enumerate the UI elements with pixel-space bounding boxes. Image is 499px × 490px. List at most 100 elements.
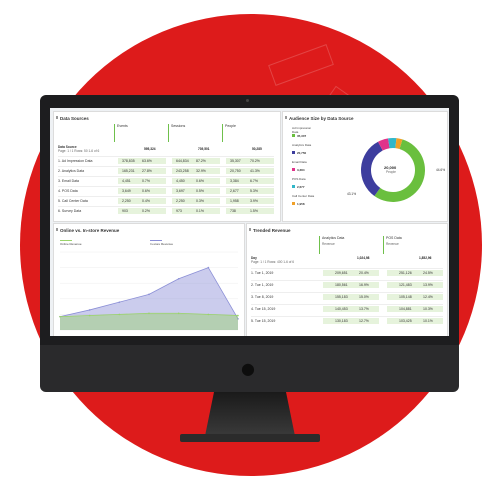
donut-slice[interactable] [378,138,390,151]
table-row[interactable]: 3. Email Data 4,451 0.7% 4,450 0.6% 3,384 6.7% [58,176,274,185]
page-info: Page: 1 / 1 Rows: 50 1-6 of 6 [58,149,100,153]
analytics-value: 140,453 [335,307,348,311]
online-vs-instore-panel: Online vs. In-store Revenue Online Reven… [53,223,245,336]
events-value: 165,231 [122,169,135,173]
events-value: 378,835 [122,159,135,163]
data-point[interactable] [177,277,180,280]
legend-value: 35,307 [297,133,307,138]
panel-menu-icon[interactable] [56,116,58,119]
events-pct: 0.6% [142,189,150,193]
total-people: 50,285 [252,147,262,151]
bar-background [226,188,274,194]
pos-pct: 10.3% [423,307,433,311]
table-row[interactable]: 4. Tue 15, 2019 140,453 13.7% 104,881 10.3% [251,304,443,313]
data-point[interactable] [207,266,210,269]
bar-background [387,306,443,312]
donut-slice[interactable] [374,139,425,202]
donut-slice[interactable] [361,141,383,197]
row-label: 5. Tue 15, 2019 [251,319,276,323]
table-row[interactable]: 5. Tue 15, 2019 130,183 12.7% 103,425 10.1% [251,316,443,325]
table-row[interactable]: 2. Analytics Data 165,231 27.8% 243,258 32.9… [58,166,274,175]
legend-instore: In-store Revenue [150,242,174,246]
total-analytics: 1,024,98 [357,256,370,260]
data-point[interactable] [59,315,61,318]
people-value: 738 [230,209,236,213]
bar-background [226,198,274,204]
donut-slice[interactable] [395,138,403,149]
bar-background [323,294,379,300]
pos-value: 103,425 [399,319,412,323]
monitor-chin: ● [40,345,459,392]
people-pct: 70.2% [250,159,260,163]
column-header-sessions[interactable]: Sessions [168,124,185,142]
panel-menu-icon[interactable] [56,228,58,231]
column-header-analytics[interactable]: Analytics Data [319,236,344,254]
legend-online: Online Revenue [60,242,82,246]
data-point[interactable] [237,318,239,320]
data-point[interactable] [177,312,180,315]
sessions-pct: 0.6% [196,179,204,183]
pos-pct: 12.4% [423,295,433,299]
sessions-value: 243,258 [176,169,189,173]
donut-center-label: People [386,170,396,174]
people-pct: 1.5% [250,209,258,213]
monitor-base [180,434,320,442]
dimension-label: Day [251,256,257,260]
table-row[interactable]: 1. Tue 1, 2019 209,651 20.4% 251,126 24.5% [251,268,443,277]
analytics-value: 130,183 [335,319,348,323]
data-point[interactable] [118,313,121,316]
legend-value: 1,958 [297,201,305,206]
bar-background [118,158,166,164]
table-row[interactable]: 4. POS Data 3,649 0.6% 3,697 0.5% 2,677 5.3% [58,186,274,195]
table-row[interactable]: 3. Tue 8, 2019 155,183 15.0% 105,148 12.4% [251,292,443,301]
data-point[interactable] [118,301,121,303]
table-row[interactable]: 2. Tue 1, 2019 180,561 16.9% 121,483 13.9% [251,280,443,289]
data-point[interactable] [88,309,91,311]
trended-revenue-panel: Trended Revenue Analytics Data Revenue P… [246,223,448,336]
sessions-value: 644,834 [176,159,189,163]
panel-menu-icon[interactable] [285,116,287,119]
bar-background [323,270,379,276]
panel-menu-icon[interactable] [249,228,251,231]
legend-value: 20,750 [297,150,307,155]
people-pct: 3.9% [250,199,258,203]
events-value: 4,451 [122,179,131,183]
donut-slice[interactable] [388,138,397,149]
slice-label-green: 44.6% [436,168,446,172]
table-row[interactable]: 6. Survey Data 903 0.2% 973 0.1% 738 1.5% [58,206,274,215]
data-point[interactable] [88,314,91,317]
legend-swatch [292,185,295,188]
total-pos: 1,852,96 [419,256,432,260]
column-header-pos[interactable]: POS Data [383,236,402,254]
analytics-value: 180,561 [335,283,348,287]
legend-swatch-instore [150,240,162,241]
panel-title: Online vs. In-store Revenue [60,228,120,233]
row-label: 5. Call Center Data [58,199,88,203]
pos-pct: 10.1% [423,319,433,323]
bar-background [226,178,274,184]
events-value: 3,649 [122,189,131,193]
page-info: Page: 1 / 1 Rows: 400 1-6 of 6 [251,260,295,264]
apple-logo-icon: ● [241,359,255,378]
legend-label: Ad Impression Data [292,126,312,134]
total-events: 595,324 [144,147,156,151]
column-header-people[interactable]: People [222,124,236,142]
row-label: 3. Email Data [58,179,80,183]
panel-title: Trended Revenue [253,228,291,233]
table-row[interactable]: 5. Call Center Data 2,250 0.4% 2,250 0.3% 1,9… [58,196,274,205]
bar-background [226,168,274,174]
pos-value: 251,126 [399,271,412,275]
legend-label: Call Center Data [292,194,315,198]
bar-background [226,208,274,214]
events-pct: 63.6% [142,159,152,163]
data-point[interactable] [237,314,239,317]
data-point[interactable] [148,293,150,296]
data-point[interactable] [148,312,150,315]
column-header-events[interactable]: Events [114,124,128,142]
data-point[interactable] [207,313,210,316]
legend-swatch [292,168,295,171]
table-row[interactable]: 1. Ad Impression Data 378,835 63.6% 644,834… [58,156,274,165]
legend-swatch-online [60,240,72,241]
people-pct: 6.7% [250,179,258,183]
